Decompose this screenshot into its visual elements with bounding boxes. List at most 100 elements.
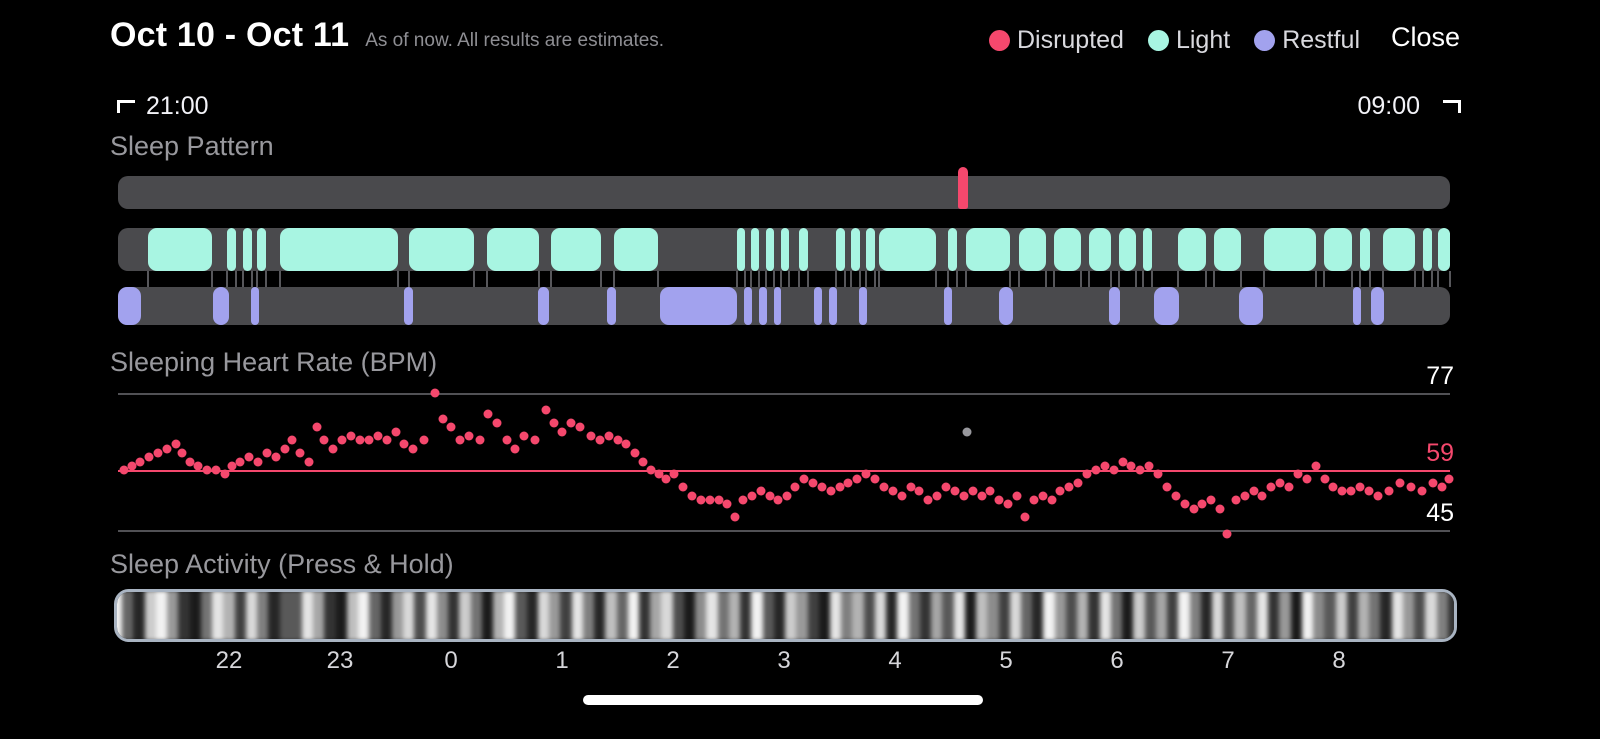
restful-segment: [250, 287, 259, 325]
hr-dot: [861, 469, 871, 479]
hr-dot: [557, 427, 567, 437]
sleep-activity-bar[interactable]: [114, 589, 1457, 642]
transition-line: [225, 271, 228, 287]
hr-dot: [446, 422, 456, 432]
transition-line: [1017, 271, 1020, 287]
transition-line: [256, 271, 259, 287]
transition-line: [1110, 271, 1112, 287]
transition-line: [877, 271, 880, 287]
hr-dot: [730, 512, 740, 522]
activity-stripe: [403, 592, 415, 639]
activity-stripe: [785, 592, 797, 639]
header-subtitle: As of now. All results are estimates.: [365, 30, 665, 51]
hr-dot: [408, 444, 418, 454]
activity-stripe: [751, 592, 763, 639]
activity-stripe: [582, 592, 595, 639]
hr-dot: [1346, 486, 1356, 496]
light-segment: [1264, 228, 1316, 271]
hr-dot: [135, 457, 145, 466]
hr-dot: [1406, 482, 1416, 492]
activity-stripe: [897, 592, 909, 639]
track-connectors: [118, 271, 1451, 287]
transition-line: [1151, 271, 1154, 287]
hr-dot: [271, 452, 281, 462]
activity-stripe: [117, 592, 123, 639]
hr-dot: [193, 461, 203, 471]
transition-line: [1117, 271, 1120, 287]
activity-stripe: [144, 592, 156, 639]
legend-label-restful: Restful: [1282, 26, 1360, 54]
hour-label: 22: [215, 647, 243, 674]
hr-dot: [1135, 465, 1145, 475]
hr-dot: [1437, 482, 1447, 492]
activity-stripe: [571, 592, 583, 639]
activity-stripe: [683, 592, 696, 639]
activity-stripe: [998, 592, 1010, 639]
hr-dot: [549, 418, 559, 428]
hr-dot: [227, 461, 237, 471]
hr-dot: [346, 431, 356, 441]
hr-dot: [1162, 482, 1172, 492]
activity-stripe: [1110, 592, 1123, 639]
transition-line: [1008, 271, 1011, 287]
activity-stripe: [200, 592, 213, 639]
hr-dot: [613, 435, 622, 445]
activity-stripe: [436, 592, 449, 639]
hr-dot: [661, 474, 671, 484]
transition-line: [1045, 271, 1047, 287]
transition-line: [265, 271, 268, 287]
hr-dot: [897, 491, 907, 501]
hr-dot: [1180, 499, 1190, 509]
hr-dot: [1144, 461, 1154, 471]
hr-dot: [968, 486, 978, 496]
activity-stripe: [1144, 592, 1156, 639]
activity-stripe: [650, 592, 662, 639]
transition-line: [1240, 271, 1242, 287]
hr-dot: [475, 435, 485, 445]
home-indicator[interactable]: [583, 695, 983, 705]
activity-stripe: [1223, 592, 1235, 639]
activity-stripe: [1009, 592, 1021, 639]
hr-dot: [1126, 461, 1136, 471]
hour-label: 0: [444, 647, 458, 674]
activity-stripe: [1065, 592, 1078, 639]
transition-line: [235, 271, 237, 287]
legend-item-disrupted: Disrupted: [988, 26, 1124, 55]
transition-line: [956, 271, 959, 287]
activity-stripe: [1290, 592, 1302, 639]
light-segment: [279, 228, 398, 271]
range-end-time: 09:00: [1357, 92, 1420, 120]
hr-dot: [171, 439, 181, 449]
hr-dot: [1337, 486, 1347, 496]
activity-stripe: [324, 592, 336, 639]
hour-label: 2: [666, 647, 680, 674]
hr-dot: [185, 457, 195, 466]
hr-dot: [714, 495, 723, 505]
transition-line: [735, 271, 738, 287]
transition-line: [146, 271, 149, 287]
transition-line: [1263, 271, 1266, 287]
disrupted-segment: [957, 167, 968, 209]
hr-dot: [906, 482, 916, 492]
activity-stripe: [1178, 592, 1190, 639]
activity-stripe: [919, 592, 932, 639]
activity-stripe: [1256, 592, 1269, 639]
hour-label: 3: [777, 647, 791, 674]
sleep-pattern-section-title: Sleep Pattern: [110, 131, 274, 161]
activity-stripe: [1391, 592, 1403, 639]
activity-stripe: [212, 592, 224, 639]
activity-stripe: [616, 592, 628, 639]
legend: Disrupted Light Restful: [988, 26, 1360, 55]
activity-stripe: [526, 592, 538, 639]
hr-dot: [1320, 474, 1330, 484]
transition-line: [1052, 271, 1055, 287]
activity-stripe: [841, 592, 853, 639]
hr-dot: [1082, 469, 1092, 479]
hr-dot: [355, 435, 365, 445]
close-button[interactable]: Close: [1390, 22, 1460, 52]
hr-dot: [1284, 482, 1294, 492]
transition-line: [946, 271, 949, 287]
activity-stripe: [1133, 592, 1145, 639]
activity-stripe: [133, 592, 145, 639]
transition-line: [1204, 271, 1207, 287]
